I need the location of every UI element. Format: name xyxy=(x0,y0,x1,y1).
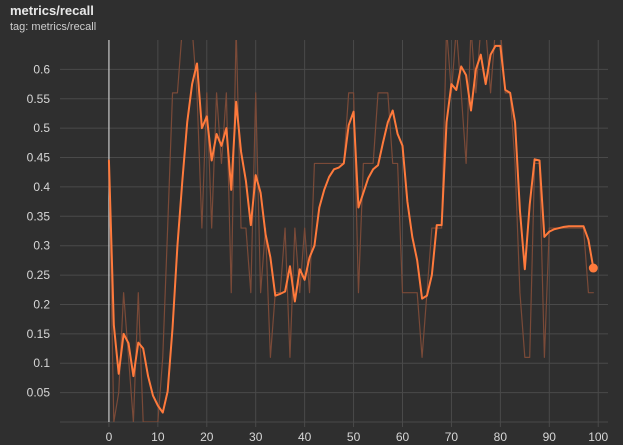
last-point-marker[interactable] xyxy=(588,263,598,273)
y-tick-label: 0.5 xyxy=(33,121,50,135)
y-tick-label: 0.45 xyxy=(27,151,51,165)
series-layer xyxy=(107,40,598,422)
y-tick-label: 0.25 xyxy=(27,268,51,282)
x-tick-label: 30 xyxy=(249,430,263,444)
x-tick-label: 70 xyxy=(445,430,459,444)
y-tick-label: 0.1 xyxy=(33,356,50,370)
x-tick-label: 0 xyxy=(106,430,113,444)
grid xyxy=(60,40,608,423)
x-tick-label: 80 xyxy=(494,430,508,444)
y-tick-label: 0.2 xyxy=(33,297,50,311)
y-tick-label: 0.3 xyxy=(33,239,50,253)
axes xyxy=(108,40,599,427)
x-tick-label: 10 xyxy=(151,430,165,444)
x-tick-label: 50 xyxy=(347,430,361,444)
y-tick-label: 0.4 xyxy=(33,180,50,194)
y-tick-label: 0.6 xyxy=(33,62,50,76)
chart-tag: tag: metrics/recall xyxy=(10,21,97,33)
y-tick-label: 0.15 xyxy=(27,327,51,341)
x-tick-label: 100 xyxy=(588,430,608,444)
raw-series-line xyxy=(108,40,594,422)
y-tick-label: 0.05 xyxy=(27,386,51,400)
x-tick-label: 90 xyxy=(543,430,557,444)
x-tick-label: 40 xyxy=(298,430,312,444)
chart-title: metrics/recall xyxy=(10,3,94,18)
smoothed-series-line xyxy=(107,44,595,414)
y-tick-label: 0.35 xyxy=(27,209,51,223)
x-tick-label: 60 xyxy=(396,430,410,444)
y-tick-label: 0.55 xyxy=(27,92,51,106)
x-tick-label: 20 xyxy=(200,430,214,444)
tick-labels: 0.05 0.1 0.15 0.2 0.25 0.3 0.35 0.4 0.45 0.5 0.55 0… xyxy=(27,62,609,444)
